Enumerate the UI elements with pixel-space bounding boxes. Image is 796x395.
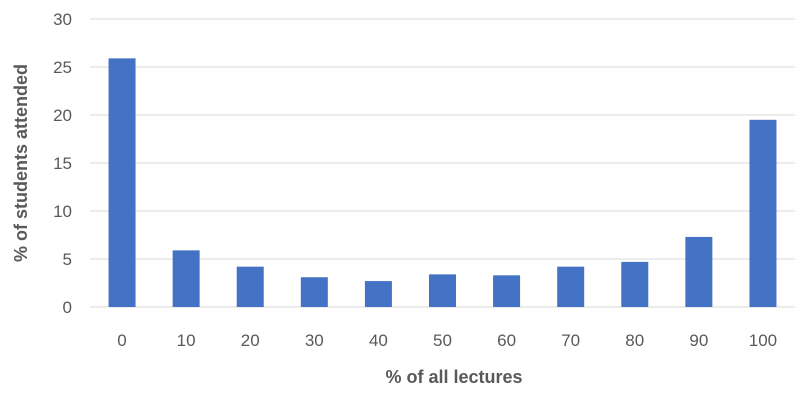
x-tick-label: 80	[625, 331, 644, 350]
x-tick-label: 50	[433, 331, 452, 350]
x-tick-label: 60	[497, 331, 516, 350]
bar	[749, 119, 777, 307]
bar	[108, 58, 136, 307]
x-tick-label: 10	[177, 331, 196, 350]
bar	[429, 274, 456, 307]
bar	[621, 261, 649, 307]
y-axis-ticks: 0 5 10 15 20 25 30	[53, 10, 72, 317]
gridlines	[90, 18, 795, 308]
y-tick-label: 30	[53, 10, 72, 29]
bar	[557, 266, 585, 307]
x-axis-ticks: 0 10 20 30 40 50 60 70 80 90 100	[117, 331, 777, 350]
x-tick-label: 70	[561, 331, 580, 350]
y-tick-label: 5	[63, 250, 72, 269]
y-tick-label: 10	[53, 202, 72, 221]
bar	[300, 277, 328, 307]
bar	[172, 250, 200, 307]
bar	[236, 266, 264, 307]
y-tick-label: 0	[63, 298, 72, 317]
x-tick-label: 40	[369, 331, 388, 350]
x-tick-label: 90	[689, 331, 708, 350]
x-tick-label: 0	[117, 331, 126, 350]
y-tick-label: 25	[53, 58, 72, 77]
y-tick-label: 15	[53, 154, 72, 173]
bars	[108, 58, 777, 307]
bar	[364, 281, 392, 307]
y-axis-title: % of students attended	[11, 64, 31, 262]
x-tick-label: 100	[749, 331, 777, 350]
x-tick-label: 20	[241, 331, 260, 350]
y-tick-label: 20	[53, 106, 72, 125]
x-axis-title: % of all lectures	[385, 367, 522, 387]
bar	[493, 275, 521, 307]
bar	[685, 236, 713, 307]
x-tick-label: 30	[305, 331, 324, 350]
